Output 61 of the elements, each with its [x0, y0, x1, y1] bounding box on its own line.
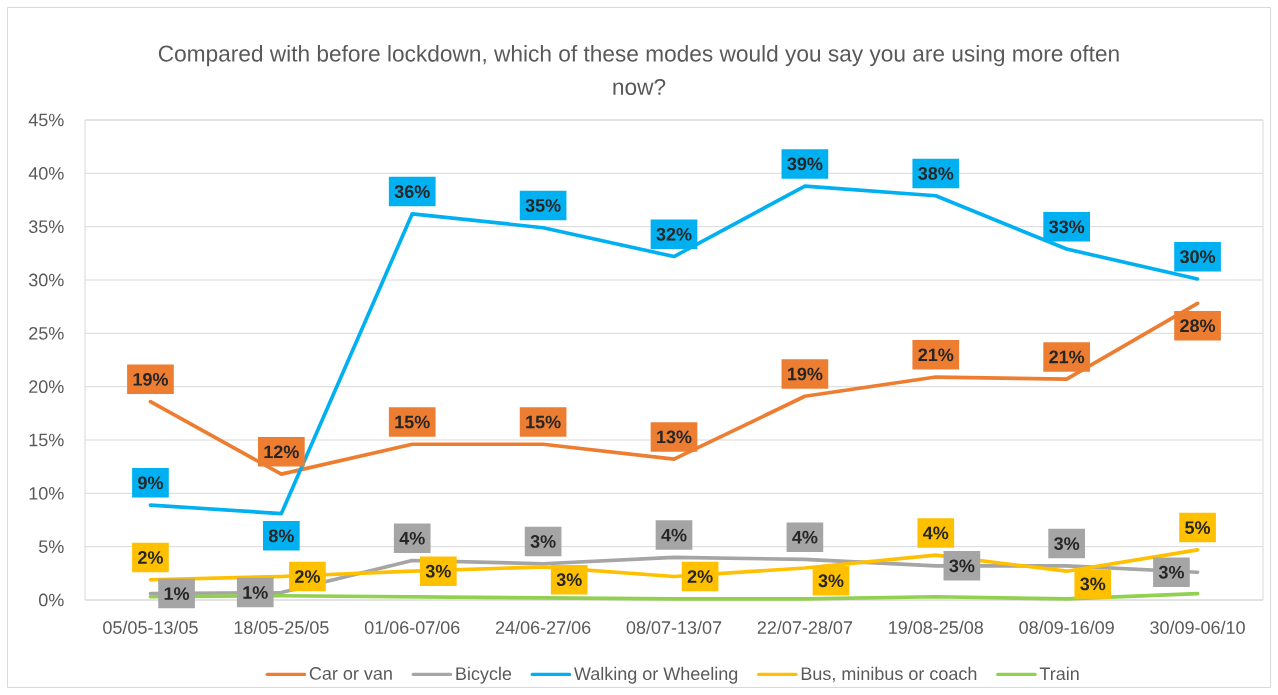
- x-tick-label: 22/07-28/07: [757, 620, 853, 634]
- x-tick-label: 19/08-25/08: [889, 620, 984, 634]
- data-label: 4%: [923, 526, 949, 540]
- y-tick-label: 10%: [29, 486, 64, 500]
- y-tick-label: 20%: [29, 380, 64, 394]
- data-label: 38%: [918, 167, 954, 180]
- data-label: 4%: [661, 528, 687, 542]
- data-label: 1%: [164, 587, 190, 600]
- data-label: 39%: [787, 157, 823, 171]
- data-label: 3%: [1054, 537, 1080, 550]
- data-label: 3%: [1080, 577, 1106, 591]
- data-label: 19%: [788, 367, 823, 381]
- x-tick-label: 24/06-27/06: [495, 620, 591, 634]
- y-tick-label: 35%: [28, 220, 64, 234]
- chart-title: Compared with before lockdown, which of these modes would you say you are using more often now?: [158, 45, 1119, 95]
- legend-label: Bus, minibus or coach: [801, 666, 977, 683]
- data-label: 3%: [949, 559, 975, 573]
- y-tick-label: 45%: [28, 113, 64, 127]
- data-label: 15%: [526, 415, 561, 429]
- data-label: 1%: [243, 586, 268, 599]
- y-tick-label: 30%: [28, 273, 64, 287]
- legend-label: Bicycle: [456, 666, 512, 684]
- data-label: 32%: [656, 227, 692, 241]
- data-label: 13%: [657, 430, 692, 444]
- x-tick-label: 01/06-07/06: [364, 620, 460, 634]
- legend-label: Walking or Wheeling: [574, 666, 738, 684]
- x-tick-label: 08/09-16/09: [1019, 620, 1114, 634]
- y-tick-label: 0%: [38, 593, 64, 607]
- x-tick-label: 18/05-25/05: [234, 620, 329, 634]
- data-label: 19%: [133, 372, 168, 386]
- x-tick-label: 05/05-13/05: [103, 620, 198, 634]
- data-label: 12%: [264, 445, 299, 459]
- data-label: 9%: [138, 476, 163, 490]
- data-label: 3%: [1158, 565, 1184, 579]
- y-tick-label: 5%: [38, 540, 64, 553]
- data-label: 15%: [395, 415, 430, 429]
- data-label: 3%: [425, 564, 451, 578]
- data-label: 21%: [1049, 350, 1085, 364]
- data-label: 3%: [556, 573, 582, 587]
- data-label: 3%: [530, 535, 556, 548]
- data-label: 4%: [399, 531, 425, 545]
- data-label: 8%: [268, 529, 294, 543]
- data-label: 30%: [1179, 250, 1216, 264]
- legend-label: Train: [1039, 666, 1079, 681]
- y-tick-label: 25%: [29, 326, 64, 340]
- data-label: 3%: [818, 574, 844, 588]
- data-label: 4%: [792, 530, 818, 544]
- data-label: 33%: [1049, 220, 1085, 234]
- data-label: 28%: [1180, 319, 1216, 333]
- x-tick-label: 30/09-06/10: [1150, 620, 1245, 634]
- data-label: 2%: [687, 570, 713, 583]
- legend-label: Car or van: [309, 667, 392, 680]
- data-label: 2%: [295, 570, 320, 583]
- data-label: 21%: [918, 348, 954, 362]
- data-label: 2%: [138, 551, 163, 564]
- data-label: 5%: [1185, 521, 1211, 534]
- y-tick-label: 40%: [28, 166, 64, 180]
- y-tick-label: 15%: [29, 433, 64, 447]
- data-label: 36%: [394, 185, 430, 198]
- data-label: 35%: [525, 199, 561, 212]
- x-tick-label: 08/07-13/07: [626, 620, 722, 634]
